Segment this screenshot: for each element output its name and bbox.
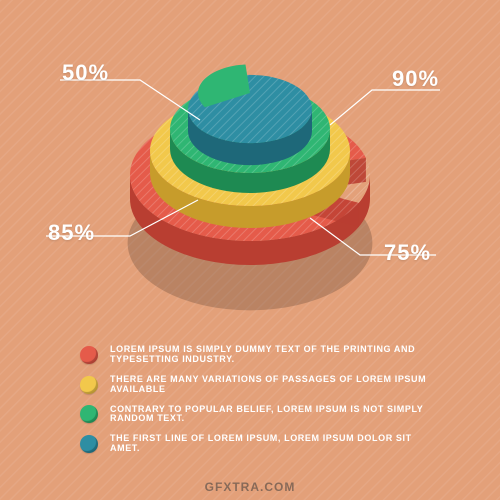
legend-text: THE FIRST LINE OF LOREM IPSUM, LOREM IPS… [110, 434, 440, 454]
chart-svg [0, 0, 500, 340]
infographic-canvas: 90% 75% 50% 85% LOREM IPSUM IS SIMPLY DU… [0, 0, 500, 500]
legend-text: LOREM IPSUM IS SIMPLY DUMMY TEXT OF THE … [110, 345, 440, 365]
callout-85: 85% [48, 220, 95, 246]
watermark: GFXTRA.COM [0, 480, 500, 494]
legend-text: THERE ARE MANY VARIATIONS OF PASSAGES OF… [110, 375, 440, 395]
legend: LOREM IPSUM IS SIMPLY DUMMY TEXT OF THE … [80, 345, 440, 464]
legend-swatch-red [80, 346, 98, 364]
legend-item: THE FIRST LINE OF LOREM IPSUM, LOREM IPS… [80, 434, 440, 454]
legend-item: THERE ARE MANY VARIATIONS OF PASSAGES OF… [80, 375, 440, 395]
legend-swatch-yellow [80, 376, 98, 394]
legend-item: CONTRARY TO POPULAR BELIEF, LOREM IPSUM … [80, 405, 440, 425]
legend-text: CONTRARY TO POPULAR BELIEF, LOREM IPSUM … [110, 405, 440, 425]
callout-90: 90% [392, 66, 439, 92]
callout-50: 50% [62, 60, 109, 86]
legend-item: LOREM IPSUM IS SIMPLY DUMMY TEXT OF THE … [80, 345, 440, 365]
pie-chart-3d [0, 0, 500, 340]
callout-75: 75% [384, 240, 431, 266]
legend-swatch-blue [80, 435, 98, 453]
legend-swatch-green [80, 405, 98, 423]
